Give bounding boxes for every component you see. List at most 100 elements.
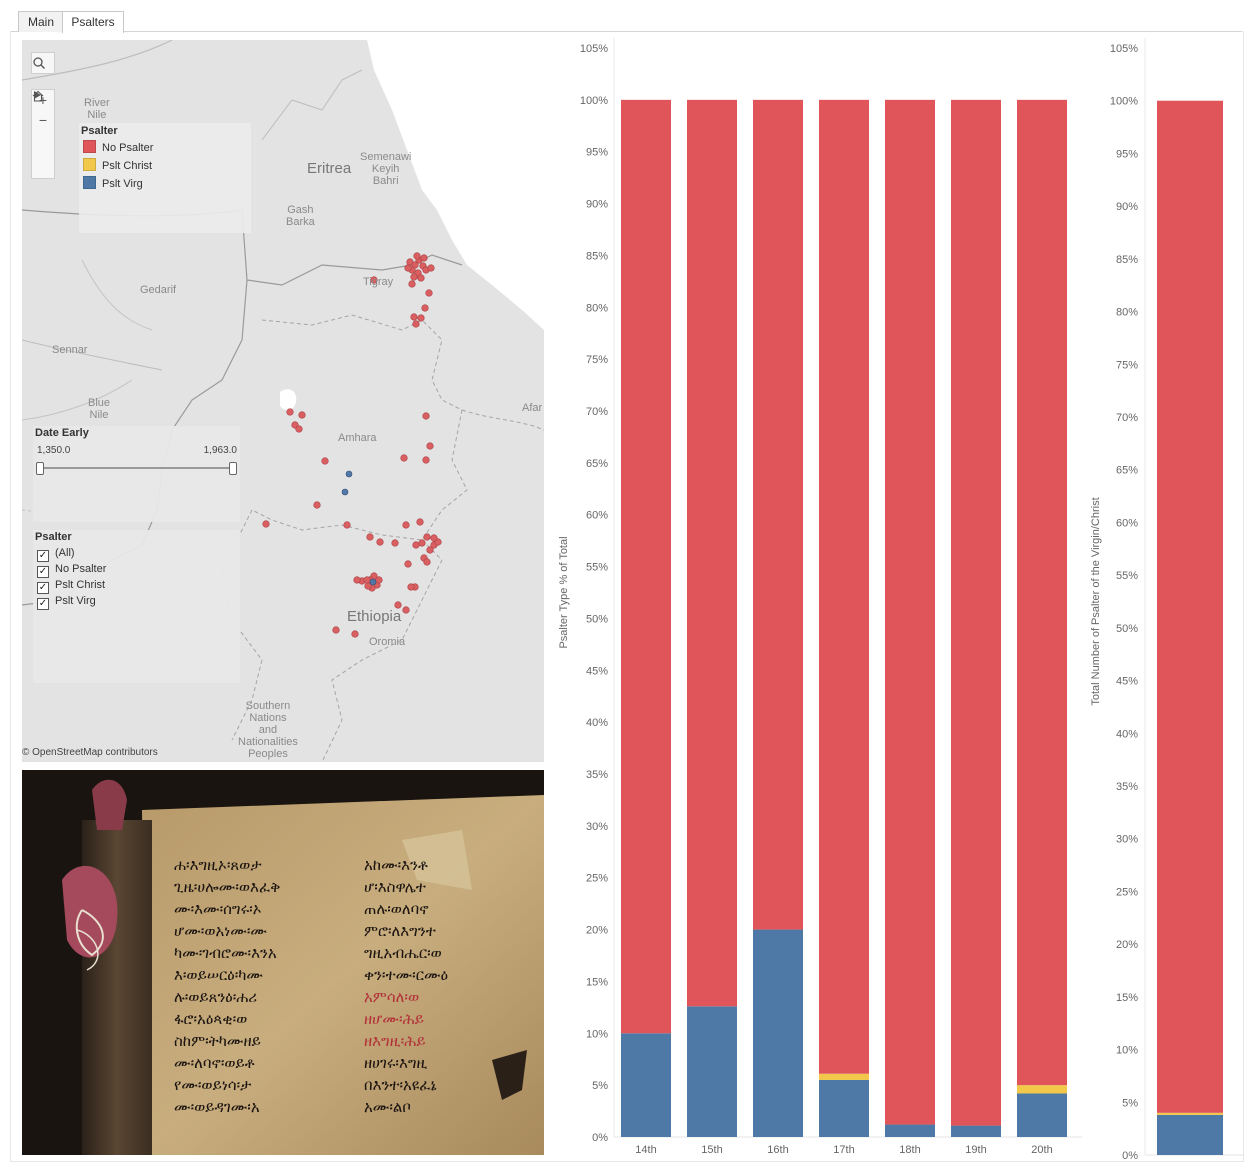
region-line (22, 379, 133, 421)
y-tick-label: 50% (1116, 623, 1138, 635)
bar-segment-pslt-christ[interactable] (1017, 1085, 1067, 1094)
x-tick-label: 17th (833, 1144, 854, 1156)
y-tick-label: 100% (580, 95, 608, 107)
check-icon[interactable]: ✓ (37, 566, 49, 578)
psalter-filter-title: Psalter (35, 531, 72, 543)
map-label-ethiopia: Ethiopia (347, 608, 402, 625)
y-tick-label: 85% (1116, 254, 1138, 266)
y-tick-label: 105% (580, 43, 608, 55)
tab-psalters[interactable]: Psalters (62, 11, 124, 33)
map-label-semenawi: Semenawi Keyih Bahri (360, 151, 412, 187)
bar-segment-no-psalter[interactable] (1017, 99, 1067, 1086)
region-line (461, 409, 544, 431)
region-line (221, 509, 263, 741)
manuscript-text-left: ሐ፡እግዚኦ፡ጸወታ ጊዜ፡ሀሎሙ፡ወእፈቅ ሙ፡እሙ፡ሰግሩ፡ኦ ሆሙ፡ወአነሙ፡… (174, 856, 281, 1116)
map-view[interactable]: River Nile Eritrea Semenawi Keyih Bahri … (22, 40, 544, 762)
y-tick-label: 0% (1122, 1150, 1138, 1162)
legend-swatch (83, 176, 96, 189)
date-slider-handle-min[interactable] (36, 462, 44, 475)
bar-segment-pslt-virg[interactable] (1157, 1114, 1223, 1155)
map-label-sennar: Sennar (52, 344, 88, 356)
y-tick-label: 20% (586, 925, 608, 937)
zoom-out-button[interactable]: − (38, 112, 48, 128)
map-label-gedarif: Gedarif (140, 284, 177, 296)
y-tick-label: 65% (586, 458, 608, 470)
bar-segment-pslt-virg[interactable] (819, 1079, 869, 1137)
map-pan-button[interactable] (32, 91, 54, 174)
border-line (22, 339, 163, 371)
y-tick-label: 35% (1116, 781, 1138, 793)
date-slider-track[interactable] (39, 467, 233, 469)
bar-segment-pslt-virg[interactable] (621, 1033, 671, 1137)
border-line (261, 69, 363, 141)
bar-segment-no-psalter[interactable] (1157, 100, 1223, 1113)
bar-segment-no-psalter[interactable] (951, 99, 1001, 1126)
check-icon[interactable]: ✓ (37, 598, 49, 610)
y-tick-label: 100% (1110, 96, 1138, 108)
map-copyright: © OpenStreetMap contributors (22, 747, 158, 758)
bar-segment-pslt-virg[interactable] (885, 1124, 935, 1137)
bar-segment-no-psalter[interactable] (753, 99, 803, 930)
map-points (262, 252, 442, 638)
y-tick-label: 90% (1116, 201, 1138, 213)
filter-option-pslt-christ[interactable]: ✓ Pslt Christ (37, 579, 106, 594)
legend-item-pslt-christ[interactable]: Pslt Christ (83, 158, 152, 172)
bar-segment-pslt-christ[interactable] (1157, 1112, 1223, 1115)
bar-segment-no-psalter[interactable] (621, 99, 671, 1034)
y-tick-label: 50% (586, 613, 608, 625)
date-slider-handle-max[interactable] (229, 462, 237, 475)
bar-segment-pslt-virg[interactable] (687, 1006, 737, 1137)
map-label-blue-nile: Blue Nile (88, 397, 111, 421)
legend-item-pslt-virg[interactable]: Pslt Virg (83, 176, 143, 190)
zoom-in-button[interactable]: + (38, 92, 48, 108)
x-tick-label: 14th (635, 1144, 656, 1156)
y-tick-label: 55% (586, 562, 608, 574)
check-icon[interactable]: ✓ (37, 550, 49, 562)
filter-option-pslt-virg[interactable]: ✓ Pslt Virg (37, 595, 96, 610)
y-tick-label: 25% (586, 873, 608, 885)
map-label-southern: Southern Nations and Nationalities Peopl… (238, 700, 298, 760)
search-icon (33, 57, 45, 69)
filter-option-all[interactable]: ✓ (All) (37, 547, 75, 562)
date-max-value: 1,963.0 (203, 445, 237, 456)
x-tick-label: 18th (899, 1144, 920, 1156)
zoom-home-button[interactable] (32, 90, 54, 152)
bar-segment-pslt-christ[interactable] (819, 1073, 869, 1080)
lake-tana (280, 389, 297, 411)
psalter-type-percent-chart: 0% 5% 10% 15% 20% 25% 30% 35% 40% 45% 50% 55% 60% 65%… (558, 38, 1082, 1156)
bar-segment-pslt-virg[interactable] (951, 1125, 1001, 1137)
region-line (81, 259, 153, 331)
y-tick-label: 45% (586, 665, 608, 677)
filter-option-no-psalter[interactable]: ✓ No Psalter (37, 563, 107, 578)
bar-segment-no-psalter[interactable] (687, 99, 737, 1007)
date-filter-title: Date Early (35, 427, 89, 439)
tab-main[interactable]: Main (18, 11, 64, 32)
y-tick-label: 10% (586, 1028, 608, 1040)
map-points-virg (341, 470, 377, 586)
bar-segment-no-psalter[interactable] (885, 99, 935, 1125)
y-tick-label: 35% (586, 769, 608, 781)
y-tick-label: 45% (1116, 676, 1138, 688)
y-tick-label: 75% (586, 354, 608, 366)
legend-swatch (83, 140, 96, 153)
y-tick-label: 85% (586, 250, 608, 262)
y-tick-label: 105% (1110, 43, 1138, 55)
psalter-filter: Psalter ✓ (All) ✓ No Psalter ✓ Pslt Christ … (33, 530, 240, 683)
y-axis-label: Total Number of Psalter of the Virgin/Ch… (1090, 497, 1102, 705)
y-tick-label: 90% (586, 199, 608, 211)
bar-segment-no-psalter[interactable] (819, 99, 869, 1074)
map-label-oromia: Oromia (369, 636, 406, 648)
y-tick-label: 95% (1116, 148, 1138, 160)
dashboard-frame (10, 31, 1244, 1162)
play-icon (34, 91, 41, 99)
map-search-button[interactable] (31, 52, 55, 74)
bar-segment-pslt-virg[interactable] (1017, 1093, 1067, 1137)
legend-item-no-psalter[interactable]: No Psalter (83, 140, 153, 154)
map-label-amhara: Amhara (338, 432, 377, 444)
check-icon[interactable]: ✓ (37, 582, 49, 594)
y-tick-label: 30% (1116, 834, 1138, 846)
manuscript-image (22, 770, 544, 1155)
color-legend: Psalter No Psalter Pslt Christ Pslt Virg (79, 123, 251, 233)
legend-swatch (83, 158, 96, 171)
bar-segment-pslt-virg[interactable] (753, 929, 803, 1137)
